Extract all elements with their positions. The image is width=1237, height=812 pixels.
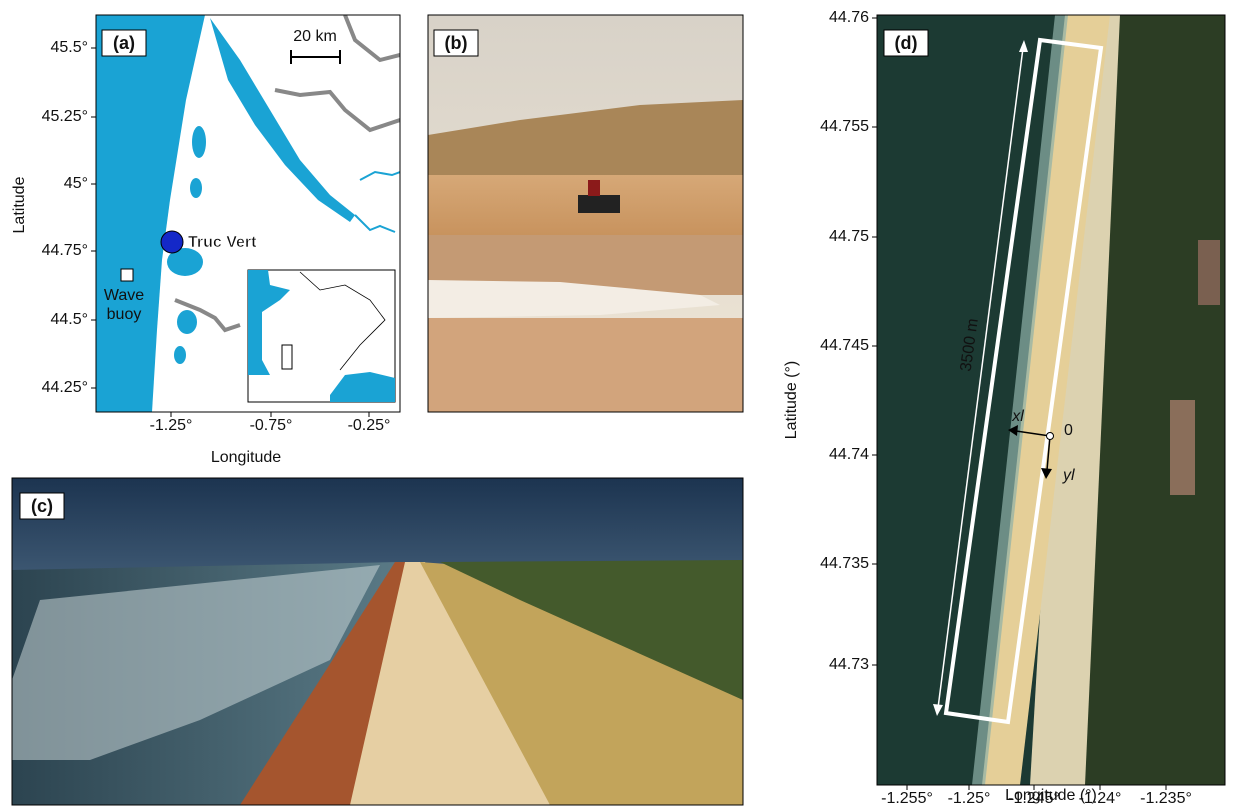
yl-label: yl (1062, 467, 1075, 484)
x-tick-label: -1.245° (1008, 790, 1060, 807)
y-tick-label: 44.76 (829, 9, 869, 26)
site-marker (161, 231, 183, 253)
y-tick-label: 44.74 (829, 446, 869, 463)
scale-label: 20 km (293, 28, 337, 45)
buoy-marker (121, 269, 133, 281)
y-tick-label: 44.25° (42, 379, 88, 396)
rider (588, 180, 600, 196)
panel-a (96, 15, 400, 412)
x-tick-label: -1.24° (1079, 790, 1122, 807)
x-tick-label: -1.25° (948, 790, 991, 807)
clearing (1170, 400, 1195, 495)
clearing (1198, 240, 1220, 305)
y-axis-label: Latitude (11, 176, 28, 233)
y-tick-label: 44.73 (829, 656, 869, 673)
origin (1047, 433, 1054, 440)
x-tick-label: -1.235° (1140, 790, 1192, 807)
panel-label: (b) (445, 33, 468, 53)
panel-label: (d) (895, 33, 918, 53)
xl-label: xl (1011, 408, 1024, 425)
origin-label: 0 (1064, 422, 1073, 439)
figure: (a) 20 km Truc Vert Wave buoy Longitude … (0, 0, 1237, 807)
y-tick-label: 45.25° (42, 108, 88, 125)
y-tick-label: 45.5° (50, 39, 88, 56)
y-tick-label: 44.745 (820, 337, 869, 354)
panel-c (12, 478, 743, 805)
site-label: Truc Vert (188, 234, 257, 251)
panel-label: (a) (113, 33, 135, 53)
panel-b (428, 15, 743, 412)
y-tick-label: 44.755 (820, 118, 869, 135)
y-axis-label: Latitude (°) (783, 361, 800, 439)
x-tick-label: -1.25° (150, 417, 193, 434)
y-tick-label: 44.75° (42, 242, 88, 259)
y-tick-label: 44.735 (820, 555, 869, 572)
buoy-label: buoy (107, 306, 142, 323)
lake (192, 126, 206, 158)
quad (578, 195, 620, 213)
x-axis-label: Longitude (211, 449, 281, 466)
y-tick-label: 44.75 (829, 228, 869, 245)
x-tick-label: -1.255° (881, 790, 933, 807)
x-tick-label: -0.25° (348, 417, 391, 434)
lake (190, 178, 202, 198)
foreground (428, 318, 743, 412)
panel-label: (c) (31, 496, 53, 516)
lake (177, 310, 197, 334)
panel-d (877, 15, 1225, 785)
y-tick-label: 44.5° (50, 311, 88, 328)
buoy-label: Wave (104, 287, 144, 304)
x-tick-label: -0.75° (250, 417, 293, 434)
y-tick-label: 45° (64, 175, 88, 192)
lake (174, 346, 186, 364)
